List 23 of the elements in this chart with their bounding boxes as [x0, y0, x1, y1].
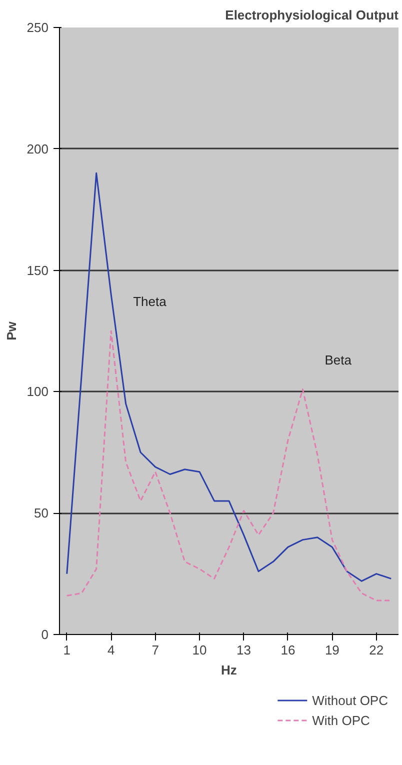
y-tick-label: 200 [26, 141, 49, 156]
annotation: Theta [133, 294, 168, 309]
x-tick-label: 16 [280, 642, 296, 658]
x-tick-label: 7 [152, 642, 159, 658]
x-axis-title: Hz [221, 662, 238, 678]
x-tick-label: 4 [107, 642, 115, 658]
annotation: Beta [324, 352, 352, 368]
y-tick-label: 100 [26, 384, 49, 400]
x-tick-label: 19 [324, 642, 340, 658]
y-tick-label: 50 [34, 506, 49, 521]
y-tick-label: 150 [26, 262, 49, 278]
line-series [66, 330, 392, 602]
x-tick-label: 10 [192, 642, 207, 658]
legend-label: Without OPC [312, 692, 388, 708]
chart-title: Electrophysiological Output [225, 8, 400, 22]
y-axis-title: Pw [4, 320, 19, 340]
x-tick-label: 1 [63, 642, 70, 658]
line-series [66, 172, 392, 582]
legend-label: With OPC [312, 712, 370, 728]
y-tick-label: 250 [26, 20, 49, 35]
x-tick-label: 22 [369, 642, 384, 658]
x-tick-label: 13 [236, 642, 251, 658]
y-tick-label: 0 [41, 627, 49, 642]
